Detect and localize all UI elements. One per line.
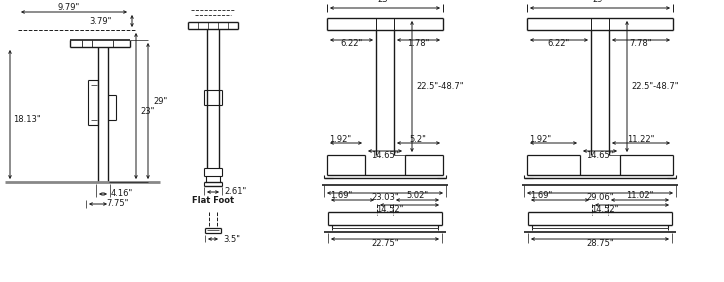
Text: 29": 29" xyxy=(153,96,167,105)
Text: 11.02": 11.02" xyxy=(626,191,654,201)
Text: 14.52": 14.52" xyxy=(592,204,619,213)
Text: 7.75": 7.75" xyxy=(106,199,128,208)
Text: 2.61": 2.61" xyxy=(224,188,246,197)
Text: 6.22": 6.22" xyxy=(548,39,570,49)
Text: 28.75": 28.75" xyxy=(586,239,614,248)
Text: 6.22": 6.22" xyxy=(340,39,363,49)
Text: 23": 23" xyxy=(140,107,154,116)
Text: 14.65": 14.65" xyxy=(586,151,614,160)
Text: 22.5"-48.7": 22.5"-48.7" xyxy=(631,82,678,91)
Text: 23.03": 23.03" xyxy=(371,193,399,202)
Text: 5.02": 5.02" xyxy=(406,191,428,201)
Text: 3.5": 3.5" xyxy=(223,235,240,243)
Text: 22.5"-48.7": 22.5"-48.7" xyxy=(416,82,463,91)
Text: 18.13": 18.13" xyxy=(13,115,41,124)
Text: 5.2": 5.2" xyxy=(410,135,426,144)
Text: 22.75": 22.75" xyxy=(371,239,399,248)
Text: 1.78": 1.78" xyxy=(408,39,429,49)
Text: 3.79": 3.79" xyxy=(90,17,112,25)
Text: 14.65": 14.65" xyxy=(371,151,399,160)
Text: 1.92": 1.92" xyxy=(529,135,551,144)
Text: 14.52": 14.52" xyxy=(376,204,404,213)
Text: 23": 23" xyxy=(378,0,392,4)
Text: 1.69": 1.69" xyxy=(330,191,353,201)
Text: 4.16": 4.16" xyxy=(111,190,133,199)
Text: Flat Foot: Flat Foot xyxy=(192,196,234,205)
Text: 1.69": 1.69" xyxy=(530,191,552,201)
Text: 29": 29" xyxy=(593,0,607,4)
Text: 9.79": 9.79" xyxy=(58,3,80,12)
Text: 11.22": 11.22" xyxy=(627,135,654,144)
Text: 29.06": 29.06" xyxy=(586,193,614,202)
Text: 1.92": 1.92" xyxy=(329,135,351,144)
Text: 7.78": 7.78" xyxy=(630,39,652,49)
